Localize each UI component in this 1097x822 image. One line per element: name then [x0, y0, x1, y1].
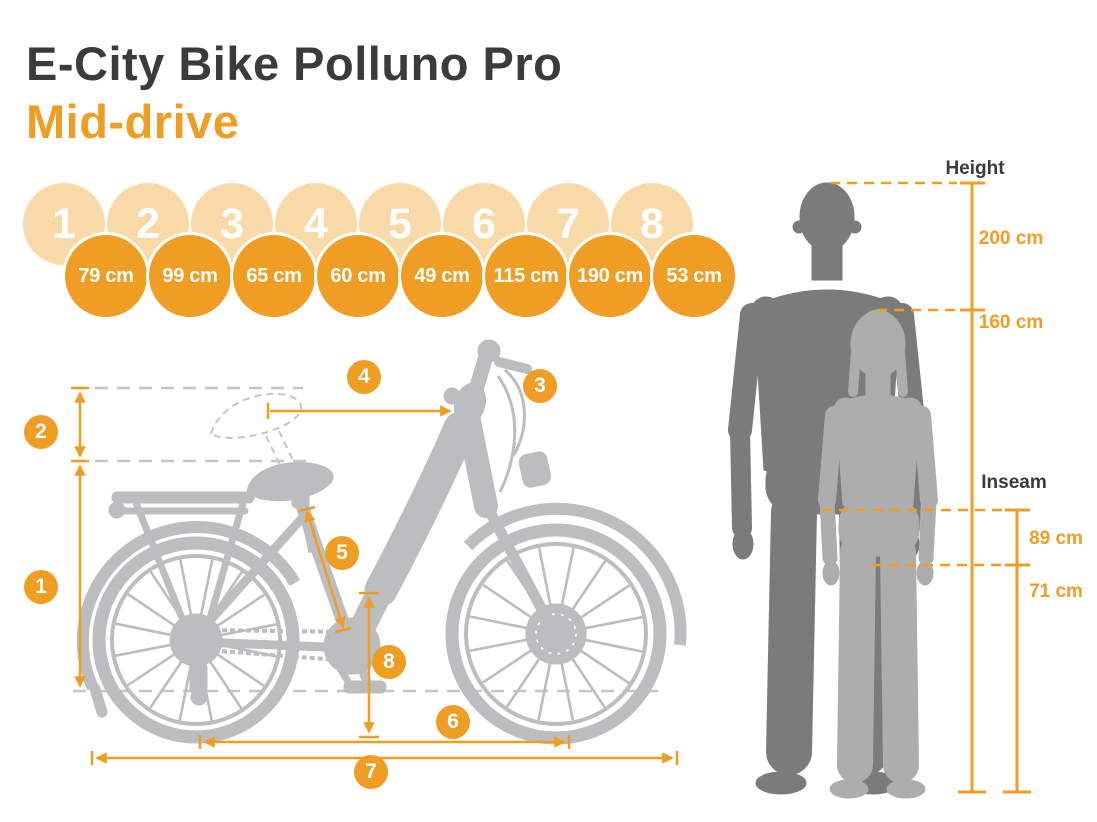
bike-dimension-marker: 5 [325, 536, 359, 570]
spec-badge-number: 1 [23, 183, 105, 265]
bike-dimension-marker: 7 [354, 755, 388, 789]
rider-fit-rulers [822, 181, 1031, 794]
bike-measurement-arrows [71, 386, 679, 765]
max-height-value: 200 cm [978, 228, 1044, 249]
min-inseam-value: 71 cm [1029, 581, 1083, 602]
page-subtitle: Mid-drive [26, 95, 240, 148]
page-title: E-City Bike Polluno Pro [26, 37, 563, 90]
bike-dimension-marker: 4 [347, 360, 381, 394]
spec-badge-value: 99 cm [146, 232, 234, 320]
spec-badge-value: 53 cm [650, 232, 738, 320]
spec-badge-value: 60 cm [314, 232, 402, 320]
bike-dimension-marker: 6 [436, 705, 470, 739]
bike-dimension-marker: 8 [372, 645, 406, 679]
bike-dimension-marker: 3 [523, 369, 557, 403]
bike-dimension-marker: 1 [24, 570, 58, 604]
height-label: Height [945, 158, 1005, 179]
inseam-label: Inseam [981, 472, 1047, 493]
spec-badge-value: 79 cm [62, 232, 150, 320]
spec-badge-value: 115 cm [482, 232, 570, 320]
spec-badge-value: 190 cm [566, 232, 654, 320]
bike-dimension-marker: 2 [24, 415, 58, 449]
raised-saddle-ghost [209, 392, 310, 499]
min-height-value: 160 cm [978, 312, 1044, 333]
bike-silhouette [76, 339, 687, 745]
spec-badge-value: 49 cm [398, 232, 486, 320]
max-inseam-value: 89 cm [1029, 528, 1083, 549]
spec-badge-value: 65 cm [230, 232, 318, 320]
female-figure-silhouette [818, 309, 938, 799]
